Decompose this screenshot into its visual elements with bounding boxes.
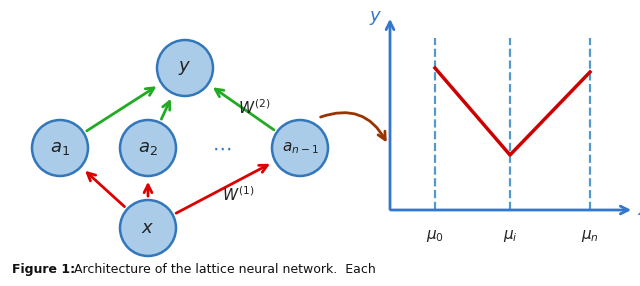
Circle shape: [157, 40, 213, 96]
Text: $a_{n-1}$: $a_{n-1}$: [282, 140, 319, 156]
FancyArrowPatch shape: [321, 113, 385, 140]
Text: $y$: $y$: [369, 9, 383, 27]
Text: $a_1$: $a_1$: [50, 139, 70, 157]
Text: $y$: $y$: [179, 59, 191, 77]
Text: $W^{(2)}$: $W^{(2)}$: [238, 99, 271, 117]
Circle shape: [32, 120, 88, 176]
Text: $\cdots$: $\cdots$: [212, 138, 232, 158]
Text: Architecture of the lattice neural network.  Each: Architecture of the lattice neural netwo…: [66, 263, 376, 276]
Text: $a_2$: $a_2$: [138, 139, 158, 157]
Text: $\mu_0$: $\mu_0$: [426, 228, 444, 244]
Text: $x$: $x$: [637, 201, 640, 219]
Circle shape: [120, 120, 176, 176]
Text: $W^{(1)}$: $W^{(1)}$: [222, 186, 255, 204]
Circle shape: [272, 120, 328, 176]
Text: $\mu_n$: $\mu_n$: [581, 228, 599, 244]
Text: Figure 1:: Figure 1:: [12, 263, 75, 276]
Text: $x$: $x$: [141, 219, 155, 237]
Text: $\mu_i$: $\mu_i$: [502, 228, 517, 244]
Circle shape: [120, 200, 176, 256]
